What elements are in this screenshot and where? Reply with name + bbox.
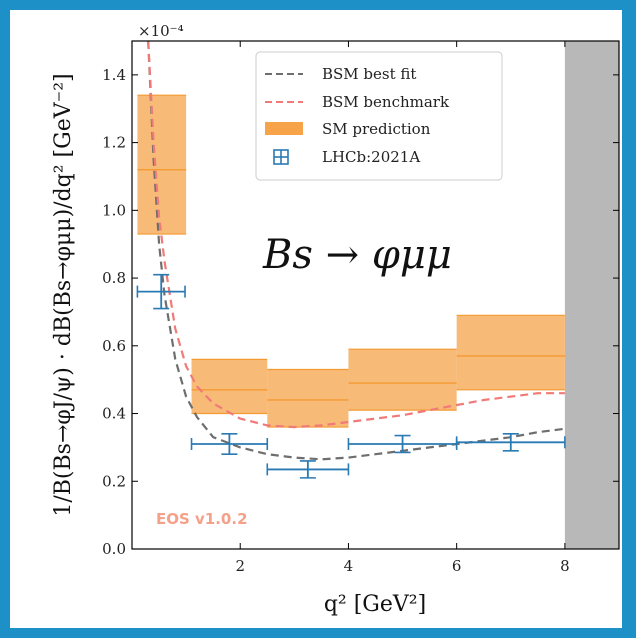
legend-label-bsm-benchmark: BSM benchmark <box>322 93 450 111</box>
y-tick-label-1: 0.2 <box>102 472 126 490</box>
x-tick-label-0: 2 <box>235 557 245 575</box>
sm-prediction-layer <box>137 94 565 428</box>
bsm-benchmark-curve <box>147 41 565 429</box>
x-axis-label: q² [GeV²] <box>324 592 426 617</box>
legend-swatch-lhcb <box>273 149 289 165</box>
legend-label-bsm-best-fit: BSM best fit <box>322 65 416 83</box>
sm-band-4 <box>456 315 565 390</box>
lhcb-point-3 <box>347 434 458 454</box>
excluded-region-layer <box>564 41 619 549</box>
eos-watermark: EOS v1.0.2 <box>156 510 248 528</box>
x-tick-label-3: 8 <box>560 557 570 575</box>
legend-swatch-sm-prediction <box>265 122 303 135</box>
y-scale-label: ×10⁻⁴ <box>138 22 184 40</box>
sm-band-0 <box>137 95 187 235</box>
bsm-curve-layer <box>147 41 566 461</box>
excluded-region <box>564 41 619 549</box>
y-tick-label-4: 0.8 <box>102 269 126 287</box>
sm-band-3 <box>348 349 457 411</box>
axis-ticks: 2 4 6 8 0.0 0.2 0.4 0.6 0.8 1.0 1.2 1.4 <box>102 41 619 575</box>
chart-svg: 2 4 6 8 0.0 0.2 0.4 0.6 0.8 1.0 1.2 1.4 ×10⁻⁴ Bs → … <box>51 22 620 617</box>
y-tick-label-3: 0.6 <box>102 337 126 355</box>
lhcb-point-1 <box>190 433 269 455</box>
x-tick-label-2: 6 <box>452 557 462 575</box>
y-tick-label-0: 0.0 <box>102 540 126 558</box>
x-tick-label-1: 4 <box>344 557 354 575</box>
y-tick-label-7: 1.4 <box>102 66 126 84</box>
process-annotation: Bs → φμμ <box>262 232 452 278</box>
legend-label-sm-prediction: SM prediction <box>322 120 431 138</box>
bsm-best-fit-curve <box>147 41 566 461</box>
y-tick-label-2: 0.4 <box>102 405 126 423</box>
legend: BSM best fit BSM benchmark SM prediction… <box>255 51 503 181</box>
plot-frame <box>131 40 620 550</box>
lhcb-point-4 <box>455 433 566 452</box>
y-tick-label-6: 1.2 <box>102 134 126 152</box>
sm-band-2 <box>267 369 349 428</box>
y-tick-label-5: 1.0 <box>102 201 126 219</box>
legend-label-lhcb: LHCb:2021A <box>322 148 420 166</box>
y-axis-label: 1/B(Bs→φJ/ψ) · dB(Bs→φμμ)/dq² [GeV⁻²] <box>51 73 76 516</box>
lhcb-point-2 <box>266 460 350 479</box>
measurement-layer <box>136 273 566 479</box>
lhcb-point-0 <box>136 273 186 310</box>
legend-box <box>255 51 503 181</box>
sm-band-1 <box>191 359 268 414</box>
chart-frame: 2 4 6 8 0.0 0.2 0.4 0.6 0.8 1.0 1.2 1.4 ×10⁻⁴ Bs → … <box>10 10 622 628</box>
